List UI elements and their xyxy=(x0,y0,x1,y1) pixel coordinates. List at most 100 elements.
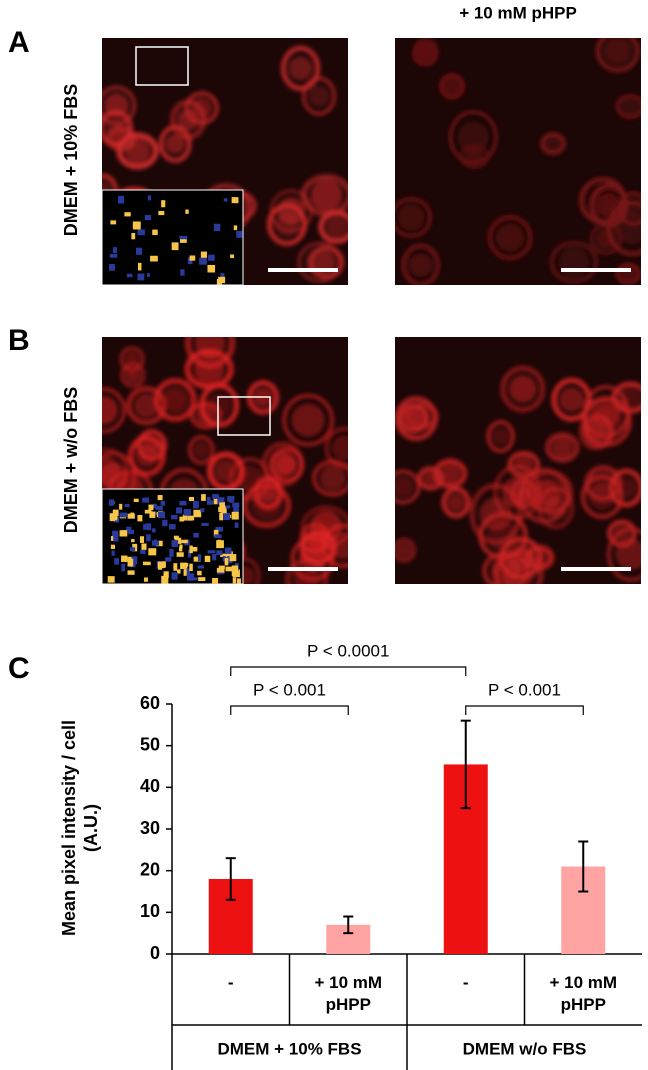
cell-body xyxy=(310,179,343,212)
inset-dot xyxy=(149,511,156,518)
inset-dot xyxy=(212,494,219,500)
inset-dot xyxy=(179,235,188,240)
error-bar xyxy=(343,915,354,935)
cell xyxy=(417,466,444,491)
inset-dot xyxy=(158,564,163,570)
cell xyxy=(395,196,433,239)
cell xyxy=(119,346,145,372)
inset-dot xyxy=(146,273,151,277)
inset-dot xyxy=(142,561,151,566)
inset-dot xyxy=(155,505,163,511)
inset-dot xyxy=(199,257,207,265)
inset-dot xyxy=(178,546,183,552)
inset-dot xyxy=(169,548,174,557)
inset-dot xyxy=(155,540,163,547)
cell xyxy=(401,243,440,285)
inset-dot xyxy=(112,530,119,534)
x-tick-label: - xyxy=(227,973,234,992)
inset-dot xyxy=(207,496,211,501)
inset-dot xyxy=(226,551,233,560)
cell-body xyxy=(603,38,632,65)
cell-body xyxy=(288,56,313,81)
cell-body xyxy=(447,493,465,511)
cell-body xyxy=(558,246,590,278)
inset-dot xyxy=(215,526,223,532)
y-tick-label: 30 xyxy=(140,818,160,838)
cell-body xyxy=(193,442,210,458)
cell-body xyxy=(545,136,561,151)
cell xyxy=(297,241,342,283)
cell xyxy=(269,189,313,233)
inset-dot xyxy=(109,253,118,258)
cell-body xyxy=(291,403,325,437)
inset-dot xyxy=(150,255,158,262)
cell xyxy=(611,381,641,414)
inset-dot xyxy=(183,569,187,576)
inset-dot xyxy=(130,512,134,518)
inset-dot xyxy=(152,229,158,236)
inset-dot xyxy=(139,536,145,543)
column-header: + 10 mM pHPP xyxy=(459,3,577,22)
cell-body xyxy=(623,198,641,219)
inset-dot xyxy=(161,575,169,584)
inset-dot xyxy=(213,529,219,537)
inset-dot xyxy=(173,535,179,540)
x-tick-label: - xyxy=(462,973,469,992)
inset-dot xyxy=(197,565,205,569)
cell-body xyxy=(162,386,189,413)
inset-dot xyxy=(179,238,187,243)
cell-body xyxy=(528,479,561,512)
cell xyxy=(607,527,641,582)
group-label: DMEM w/o FBS xyxy=(463,1039,587,1058)
inset-dot xyxy=(219,512,224,521)
inset-dot xyxy=(124,212,131,217)
inset-dot xyxy=(220,553,227,558)
inset-dot xyxy=(113,533,119,542)
inset-dot xyxy=(110,220,117,225)
inset-dot xyxy=(213,498,219,505)
cell-body xyxy=(457,121,490,154)
cell xyxy=(500,365,546,413)
inset-dot xyxy=(179,516,185,522)
cell xyxy=(615,93,641,120)
cell-body xyxy=(325,215,348,239)
inset-dot xyxy=(233,507,239,514)
inset-dot xyxy=(231,197,239,204)
inset-dot xyxy=(216,550,223,556)
panel-label: B xyxy=(8,324,30,357)
inset-dot xyxy=(194,511,198,515)
inset-dot xyxy=(236,230,243,238)
y-tick-label: 20 xyxy=(140,859,160,879)
inset-dot xyxy=(161,200,166,208)
inset-dot xyxy=(187,257,193,265)
cell-body xyxy=(621,97,640,116)
inset-dot xyxy=(119,530,128,537)
inset-dot xyxy=(111,550,115,556)
cell-body xyxy=(590,397,621,428)
inset-dot xyxy=(216,279,223,285)
cell-body xyxy=(207,393,232,418)
x-tick-label: + 10 mM pHPP xyxy=(549,973,618,1014)
inset-dot xyxy=(231,511,239,520)
inset-dot xyxy=(133,498,139,503)
inset-dot xyxy=(231,570,239,577)
inset-dot xyxy=(197,554,202,562)
inset-dot xyxy=(191,546,198,552)
cell-body xyxy=(418,43,433,58)
p-value: P < 0.001 xyxy=(488,680,561,699)
inset-dot xyxy=(231,565,239,572)
inset-dot xyxy=(137,515,143,522)
cell xyxy=(449,110,498,165)
inset-dot xyxy=(201,522,209,526)
p-value: P < 0.0001 xyxy=(307,641,389,660)
inset-dot xyxy=(169,523,176,530)
inset-dot xyxy=(122,530,126,534)
y-tick-label: 40 xyxy=(140,776,160,796)
inset-dot xyxy=(189,563,193,572)
inset-dot xyxy=(226,556,233,564)
inset-dot xyxy=(217,497,225,505)
cells xyxy=(395,38,641,285)
inset-dot xyxy=(137,262,142,271)
cell-body xyxy=(102,455,121,486)
